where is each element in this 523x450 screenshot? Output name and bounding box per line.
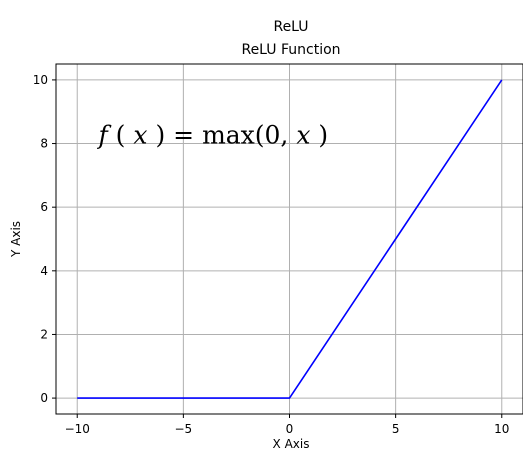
formula-max: = max(0, [173, 121, 296, 150]
x-axis-label: X Axis [273, 437, 310, 450]
chart-title: ReLU Function [241, 42, 340, 58]
formula-close: ) [318, 121, 328, 150]
y-tick-label-2: 4 [40, 264, 48, 278]
formula-arg: x [133, 121, 147, 150]
x-tick-label-2: 0 [286, 422, 294, 436]
x-tick-label-3: 5 [392, 422, 400, 436]
formula-annotation: f ( x ) = max(0, x ) [96, 121, 328, 150]
x-tick-label-4: 10 [494, 422, 509, 436]
figure-suptitle: ReLU [273, 19, 308, 35]
y-tick-label-4: 8 [40, 137, 48, 151]
y-tick-label-0: 0 [40, 391, 48, 405]
formula-f: f [96, 121, 111, 150]
formula-open-paren: ( [116, 121, 126, 150]
series-line-0 [77, 79, 503, 399]
formula-close-paren: ) [155, 121, 165, 150]
y-tick-label-1: 2 [40, 327, 48, 341]
formula-var: x [296, 121, 310, 150]
x-axis-ticks: −10 −5 0 5 10 [65, 414, 509, 436]
x-tick-label-1: −5 [175, 422, 193, 436]
x-tick-label-0: −10 [65, 422, 90, 436]
y-axis-ticks: 0 2 4 6 8 10 [33, 73, 56, 405]
y-axis-label: Y Axis [9, 221, 23, 258]
y-tick-label-5: 10 [33, 73, 48, 87]
y-tick-label-3: 6 [40, 200, 48, 214]
series-line-group [77, 79, 503, 399]
